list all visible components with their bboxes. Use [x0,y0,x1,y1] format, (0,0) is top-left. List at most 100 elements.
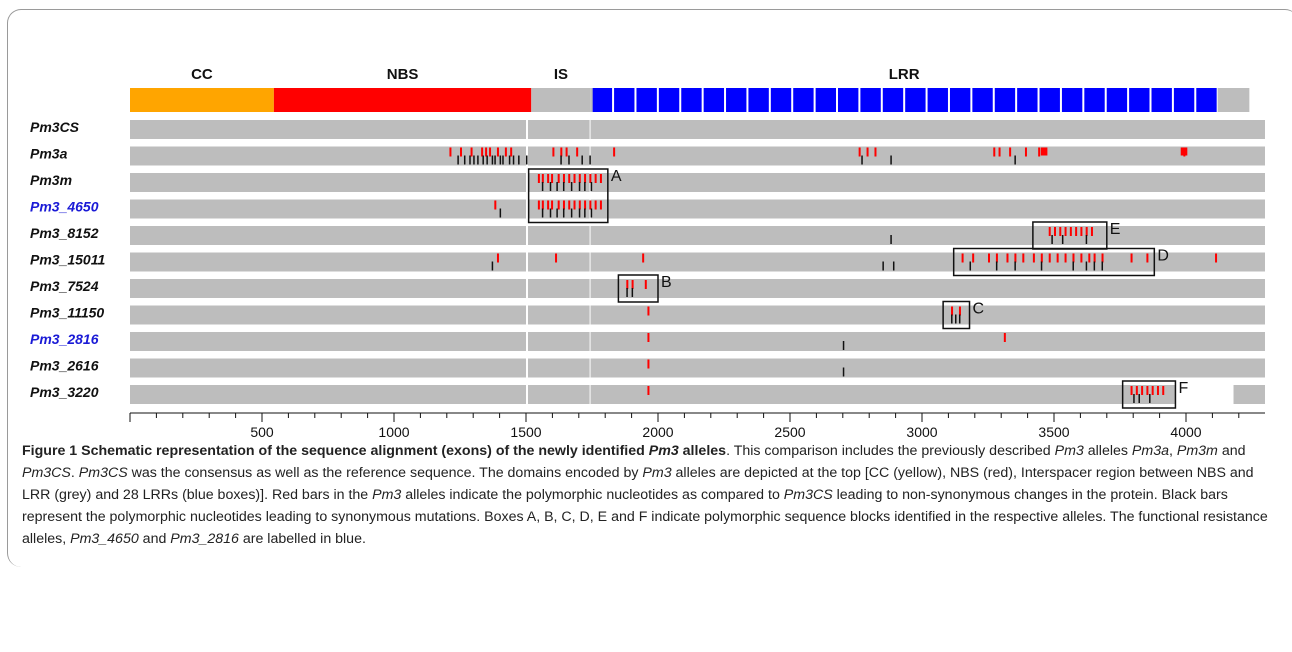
lrr-box [726,88,747,112]
allele-label: Pm3_7524 [30,278,99,294]
lrr-box [927,88,948,112]
domain-separator [589,120,591,139]
domain-label: CC [191,66,213,83]
syn-mark [584,182,586,191]
nonsyn-mark [599,174,602,183]
domain-separator [526,279,528,298]
nonsyn-mark [1085,227,1088,236]
caption-segment: . This comparison includes the previousl… [726,443,1055,459]
nonsyn-mark [449,147,452,157]
syn-mark [508,155,511,165]
syn-mark [584,208,586,218]
nonsyn-mark [494,200,497,210]
allele-track [130,173,1265,192]
nonsyn-mark [874,147,877,157]
caption-segment: Pm3 [1054,443,1084,459]
nonsyn-mark [562,174,565,183]
block-letter: F [1178,380,1188,397]
syn-mark [1085,261,1088,271]
nonsyn-mark [647,306,650,316]
caption-segment: alleles [1083,443,1132,459]
allele-label: Pm3_11150 [30,305,104,321]
nonsyn-mark [1064,253,1067,263]
domain-separator [526,252,528,272]
domain-separator [526,385,528,404]
lrr-box [591,88,613,112]
allele-track [130,226,1265,245]
nonsyn-mark [551,174,554,183]
nonsyn-mark [552,147,555,157]
allele-track [1233,385,1265,404]
nonsyn-mark [555,253,558,263]
caption-segment: , [1168,443,1177,459]
syn-mark [502,155,504,165]
syn-mark [562,208,565,218]
syn-mark [1133,394,1135,403]
domain-label: IS [554,66,568,83]
caption-segment: Pm3 [642,465,672,481]
caption-segment: are labelled in blue. [238,531,366,547]
allele-rows: Pm3CS Pm3a Pm3m Pm3_4650 Pm3_8152 Pm3_15011 Pm… [30,119,1265,404]
tick-label: 3500 [1038,424,1069,440]
domain-bar: CC NBS IS LRR [130,66,1250,112]
nonsyn-mark [1146,253,1149,263]
nonsyn-mark [642,253,645,263]
syn-mark [473,155,475,165]
lrr-box [1173,88,1195,112]
allele-track [130,279,1265,298]
nonsyn-mark [647,359,650,369]
block-letter: B [661,274,672,291]
nonsyn-mark [1072,253,1075,263]
nonsyn-mark [858,147,861,157]
caption-segment: and [138,531,171,547]
syn-mark [1085,235,1088,244]
syn-mark [1014,155,1016,165]
lrr-box [703,88,725,112]
nonsyn-mark [613,147,616,157]
tick-label: 3000 [906,424,937,440]
domain-separator [526,226,528,245]
lrr-box [882,88,904,112]
domain-separator [526,173,528,192]
caption-segment: Pm3CS [78,465,128,481]
syn-mark [486,155,488,165]
lrr-box [1196,88,1217,112]
nonsyn-mark [578,174,581,183]
block-box [942,300,971,330]
block-letter: D [1157,248,1169,265]
nonsyn-mark [1080,253,1083,263]
allele-label: Pm3CS [30,119,80,135]
nonsyn-mark [1040,253,1043,263]
nonsyn-mark [547,174,550,183]
syn-mark [549,208,552,218]
domain-label: NBS [387,66,419,83]
nonsyn-mark [562,200,565,210]
allele-track [130,305,1265,325]
lrr-box [949,88,971,112]
nonsyn-mark [961,253,964,263]
nonsyn-mark [1088,253,1091,263]
syn-mark [590,208,593,218]
syn-mark [499,208,502,218]
caption-segment: leading to non-synonymous changes in the… [22,487,1268,547]
lrr-box [1061,88,1083,112]
nonsyn-mark [1093,253,1096,263]
caption-segment: and [1217,443,1246,459]
allele-label: Pm3_2616 [30,358,99,374]
allele-label: Pm3_2816 [30,331,99,347]
domain-is [531,88,591,112]
nonsyn-block [1180,147,1188,156]
syn-mark [631,288,634,297]
caption-segment: Pm3m [1176,443,1218,459]
lrr-box [1151,88,1172,112]
syn-mark [512,155,515,165]
tick-label: 2000 [642,424,673,440]
lrr-box [838,88,859,112]
syn-mark [560,155,562,165]
syn-mark [590,182,593,191]
allele-label: Pm3a [30,146,68,162]
allele-track [130,385,1176,404]
allele-track [130,358,1265,378]
caption-body: . This comparison includes the previousl… [22,443,1268,547]
allele-label: Pm3_15011 [30,252,105,268]
